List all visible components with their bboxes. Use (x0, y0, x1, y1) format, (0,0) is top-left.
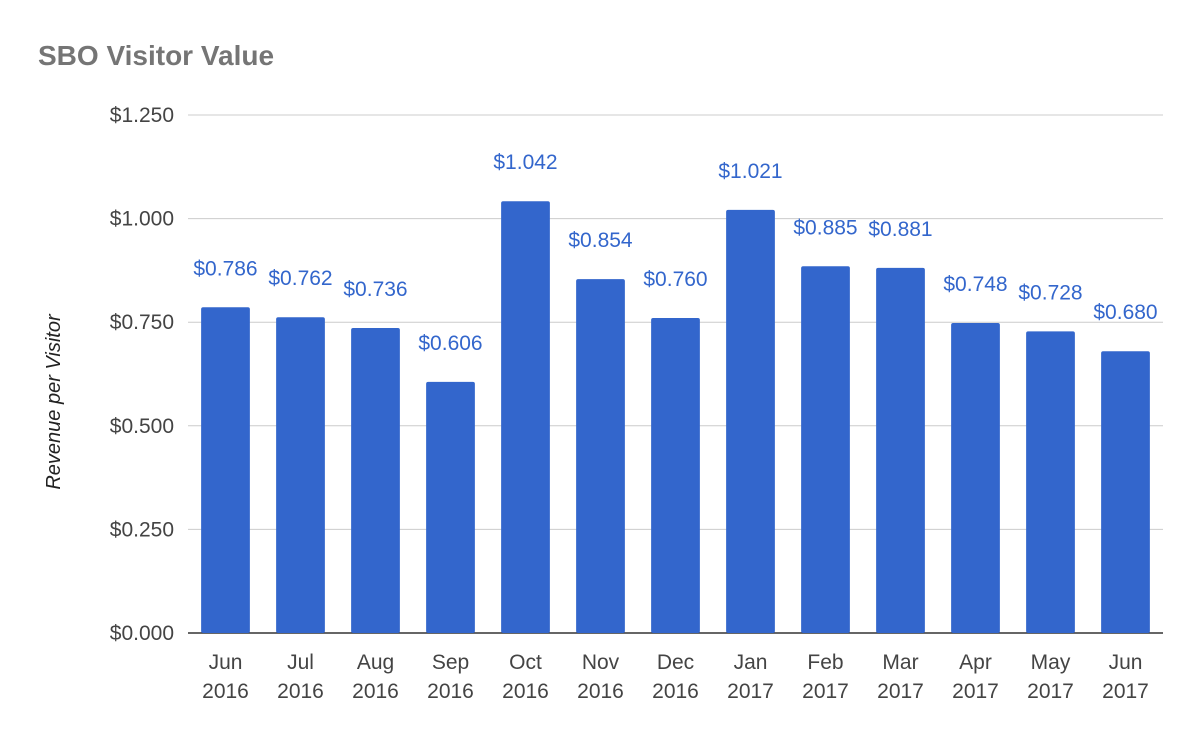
y-axis-label: Revenue per Visitor (43, 313, 65, 490)
bar (726, 209, 775, 634)
bar (951, 323, 1000, 633)
x-tick-label: Dec (657, 651, 694, 674)
bar (276, 317, 325, 633)
x-tick-label: Feb (807, 651, 843, 674)
x-tick-label: 2017 (877, 680, 924, 703)
bar (426, 381, 475, 633)
x-tick-label: 2016 (352, 680, 399, 703)
y-tick-label: $1.250 (110, 104, 174, 127)
x-tick-label: 2016 (652, 680, 699, 703)
x-tick-label: 2016 (577, 680, 624, 703)
data-label: $0.854 (568, 229, 633, 252)
x-axis-ticks: Jun 2016 Jul 2016 Aug 2016 Sep 2016 Oct 2016 Nov 20… (202, 651, 1149, 703)
x-tick-label: 2017 (952, 680, 999, 703)
data-label: $0.881 (868, 218, 932, 241)
x-tick-label: 2016 (427, 680, 474, 703)
x-tick-label: 2017 (1027, 680, 1074, 703)
data-label: $0.786 (193, 257, 257, 280)
bars (201, 201, 1150, 634)
x-tick-label: Oct (509, 651, 542, 674)
x-tick-label: 2017 (1102, 680, 1149, 703)
data-label: $0.680 (1093, 301, 1157, 324)
x-tick-label: Jan (734, 651, 768, 674)
x-tick-label: Nov (582, 651, 620, 674)
bar (351, 328, 400, 633)
x-tick-label: Mar (882, 651, 918, 674)
data-label: $0.748 (943, 273, 1007, 296)
x-tick-label: Aug (357, 651, 394, 674)
x-tick-label: Sep (432, 651, 469, 674)
y-tick-label: $0.000 (110, 622, 174, 645)
bar (651, 318, 700, 633)
y-tick-label: $0.750 (110, 311, 174, 334)
bar (876, 267, 925, 633)
chart-title: SBO Visitor Value (38, 40, 274, 71)
y-axis-ticks: $0.000 $0.250 $0.500 $0.750 $1.000 $1.250 (110, 104, 174, 645)
y-tick-label: $0.500 (110, 415, 174, 438)
data-label: $1.042 (493, 151, 557, 174)
x-tick-label: 2016 (502, 680, 549, 703)
bar (801, 266, 850, 633)
bar (576, 279, 625, 633)
x-tick-label: Jun (1109, 651, 1143, 674)
data-label: $1.021 (718, 160, 782, 183)
bar (1101, 351, 1150, 633)
data-label: $0.762 (268, 267, 332, 290)
bar (501, 201, 550, 634)
bar (201, 307, 250, 633)
x-tick-label: 2017 (727, 680, 774, 703)
y-tick-label: $1.000 (110, 208, 174, 231)
data-label: $0.728 (1018, 281, 1082, 304)
data-labels: $0.786 $0.762 $0.736 $0.606 $1.042 $0.854 $0.7… (193, 151, 1157, 355)
x-tick-label: Apr (959, 651, 992, 674)
x-tick-label: 2016 (202, 680, 249, 703)
x-tick-label: Jul (287, 651, 314, 674)
bar (1026, 331, 1075, 633)
x-tick-label: 2016 (277, 680, 324, 703)
x-tick-label: Jun (209, 651, 243, 674)
data-label: $0.760 (643, 268, 707, 291)
x-tick-label: 2017 (802, 680, 849, 703)
data-label: $0.606 (418, 332, 482, 355)
x-tick-label: May (1031, 651, 1071, 674)
y-tick-label: $0.250 (110, 518, 174, 541)
data-label: $0.736 (343, 278, 407, 301)
data-label: $0.885 (793, 216, 857, 239)
